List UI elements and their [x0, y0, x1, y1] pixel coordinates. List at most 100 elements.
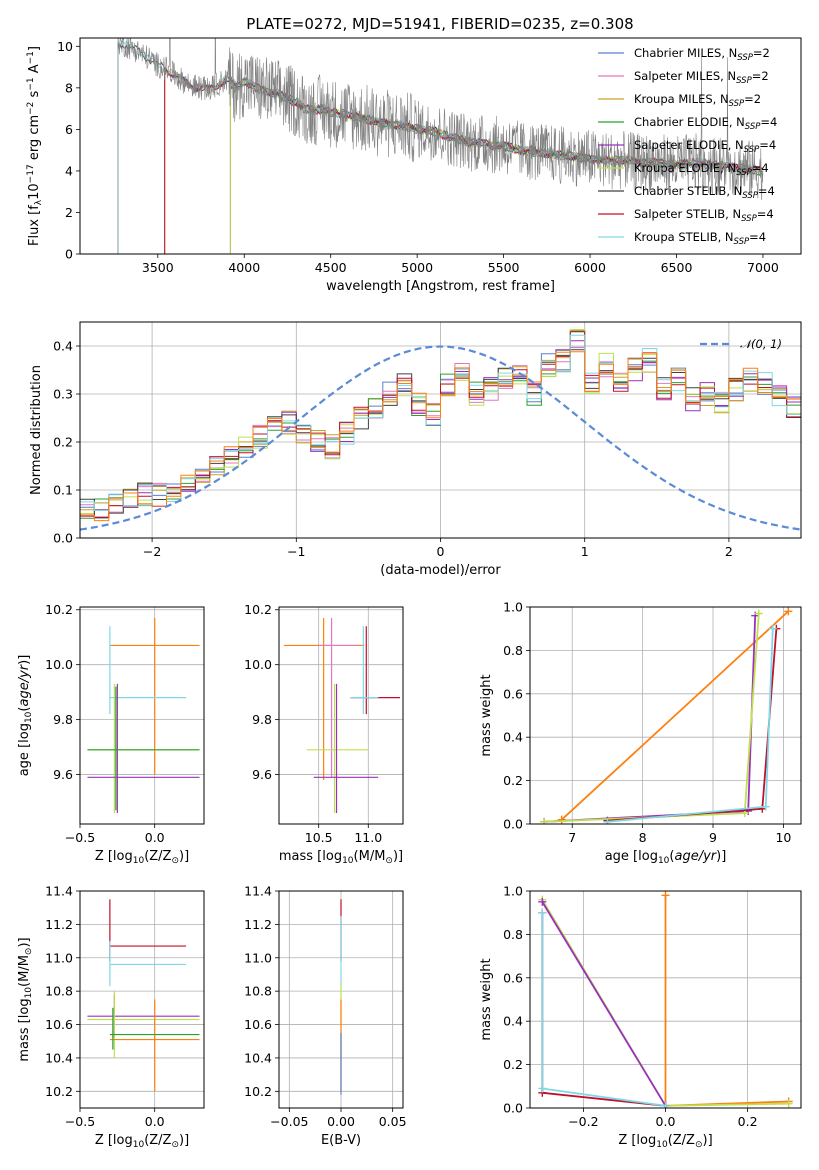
y-tick-label: 1.0: [503, 600, 523, 615]
y-tick-label: 0.0: [503, 1101, 523, 1116]
x-axis-label-part: 10: [656, 1140, 668, 1150]
legend-entry: Salpeter STELIB, NSSP=4: [634, 207, 774, 224]
legend-entry-part: Kroupa STELIB, N: [634, 230, 734, 244]
mass-weight-marker: [661, 891, 670, 900]
y-tick-label: 10.2: [244, 1084, 272, 1099]
x-tick-label: −0.5: [65, 1114, 95, 1129]
y-tick-label: 10.2: [45, 602, 73, 617]
legend-entry-part: Chabrier MILES, N: [634, 46, 737, 60]
x-axis-label-part: age/yr: [674, 849, 717, 864]
x-tick-label: 10.5: [305, 830, 333, 845]
x-tick-label: 0.0: [145, 1114, 165, 1129]
massweight-vs-Z-plot-area: [538, 891, 793, 1108]
legend-entry-part: =4: [752, 161, 769, 175]
y-axis-label-part: age/yr: [17, 663, 32, 706]
y-tick-label: 6: [65, 122, 73, 137]
x-axis-label-part: )]: [703, 1133, 713, 1148]
x-tick-label: 6500: [661, 260, 693, 275]
residuals-plot-area: [80, 329, 801, 531]
x-tick-label: 3500: [142, 260, 174, 275]
y-tick-label: 0.4: [503, 730, 523, 745]
x-tick-label: −0.2: [568, 1114, 598, 1129]
y-tick-label: 0.2: [503, 773, 523, 788]
y-axis-label: Flux [fλ10−17 erg cm−2 s−1 A−1]: [26, 46, 44, 246]
y-tick-label: 1.0: [503, 884, 523, 899]
x-axis-label-part: (M/M: [354, 849, 386, 864]
x-axis-label-part: (Z/Z: [144, 849, 171, 864]
y-tick-label: 0: [65, 247, 73, 262]
y-axis-label-part: erg cm: [27, 115, 42, 164]
legend-entry-part: =4: [760, 115, 777, 129]
x-tick-label: 8: [639, 830, 647, 845]
y-axis-label-part: 10: [24, 987, 34, 999]
legend-entry: Salpeter MILES, NSSP=2: [634, 69, 769, 86]
x-axis-label-part: Z [log: [95, 849, 133, 864]
x-axis-label-part: 10: [342, 856, 354, 866]
mass-vs-Z-axes: −0.5 0.0 10.2 10.4 10.6 10.8 11.0 11.2 11.4: [45, 884, 205, 1129]
x-axis-label: Z [log10(Z/Z⊙)]: [618, 1133, 712, 1150]
y-tick-label: 10: [57, 39, 73, 54]
y-axis-label-part: 10: [27, 183, 42, 200]
x-tick-label: 0.2: [738, 1114, 758, 1129]
y-axis-label: Normed distribution: [29, 365, 44, 495]
x-axis-label-part: ⊙: [695, 1140, 703, 1150]
x-axis-label-part: 10: [133, 1140, 145, 1150]
mass-weight-marker: [661, 1101, 670, 1108]
x-axis-label: wavelength [Angstrom, rest frame]: [326, 279, 555, 294]
y-axis-label-part: 10: [24, 711, 34, 723]
y-tick-label: 11.4: [244, 884, 272, 899]
y-tick-label: 9.6: [252, 767, 272, 782]
x-axis-label-part: ⊙: [171, 856, 179, 866]
y-axis-label-part: (: [17, 707, 32, 712]
y-tick-label: 0.4: [503, 1014, 523, 1029]
legend-entry-part: Salpeter MILES, N: [634, 69, 736, 83]
legend-entry-part: Salpeter STELIB, N: [634, 207, 741, 221]
legend-entry-part: SSP: [744, 145, 760, 155]
y-tick-label: 10.6: [244, 1017, 272, 1032]
x-axis-label-part: mass [log: [279, 849, 342, 864]
mass-weight-line: [541, 901, 667, 1107]
legend-entry-part: Chabrier ELODIE, N: [634, 115, 745, 129]
x-tick-label: 5000: [401, 260, 433, 275]
mass-vs-Z-frame: [79, 890, 205, 1109]
y-tick-label: 10.4: [45, 1050, 73, 1065]
y-tick-label: 0.8: [503, 643, 523, 658]
legend-entry-part: SSP: [742, 191, 758, 201]
x-tick-label: 0: [437, 544, 445, 559]
mass-weight-line: [561, 610, 789, 821]
x-axis-label-part: (: [669, 849, 674, 864]
legend-entry: Kroupa STELIB, NSSP=4: [634, 230, 766, 247]
legend-entry-part: =2: [753, 46, 770, 60]
legend-entry-part: Chabrier STELIB, N: [634, 184, 742, 198]
x-axis-label-part: )]: [179, 1133, 189, 1148]
normal-reference-curve: [80, 345, 801, 531]
y-axis-label-part: age [log: [17, 723, 32, 776]
mass-weight-marker: [768, 624, 777, 633]
legend-entry: Salpeter ELODIE, NSSP=4: [634, 138, 776, 155]
legend-entry-part: SSP: [736, 168, 752, 178]
y-tick-label: 10.8: [45, 984, 73, 999]
y-tick-label: 10.2: [244, 602, 272, 617]
x-axis-label-part: (Z/Z: [144, 1133, 171, 1148]
y-axis-label-part: mass [log: [17, 998, 32, 1061]
x-axis-label: mass [log10(M/M⊙)]: [279, 849, 403, 866]
legend-entry: Chabrier MILES, NSSP=2: [634, 46, 770, 63]
legend-entry: Chabrier STELIB, NSSP=4: [634, 184, 775, 201]
legend-entry-part: Kroupa MILES, N: [634, 92, 729, 106]
y-tick-label: 9.8: [53, 712, 73, 727]
y-tick-label: 0.3: [53, 387, 73, 402]
massweight-vs-Z-frame: [529, 890, 802, 1109]
legend-entry-part: =4: [757, 207, 774, 221]
mass-vs-Z-plot-area: [87, 899, 200, 1092]
x-axis-label: Z [log10(Z/Z⊙)]: [95, 1133, 189, 1150]
x-axis-label-part: Z [log: [618, 1133, 656, 1148]
legend-entry-part: =4: [749, 230, 766, 244]
x-axis-label-part: age [log: [605, 849, 658, 864]
y-tick-label: 10.8: [244, 984, 272, 999]
x-tick-label: 0.00: [327, 1114, 355, 1129]
x-tick-label: 0.0: [656, 1114, 676, 1129]
age-vs-Z-axes: −0.5 0.0 9.6 9.8 10.0 10.2: [45, 602, 205, 845]
mass-weight-marker: [538, 897, 547, 906]
legend-entry-part: SSP: [729, 99, 745, 109]
